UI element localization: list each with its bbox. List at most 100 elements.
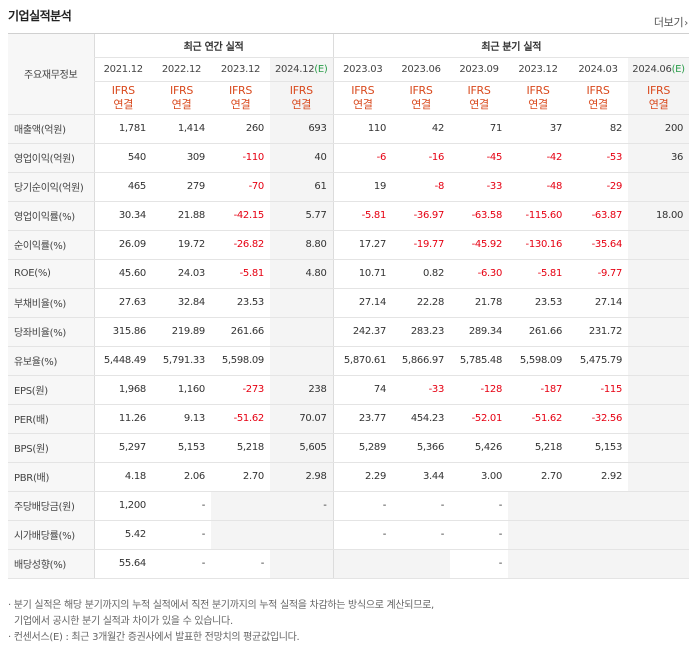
ifrs-label: IFRS (467, 83, 491, 97)
table-cell: 32.84 (152, 288, 211, 318)
table-cell: - (152, 491, 211, 521)
table-cell (211, 491, 270, 521)
footnotes: · 분기 실적은 해당 분기까지의 누적 실적에서 직전 분기까지의 누적 실적… (8, 598, 434, 646)
table-cell (270, 549, 334, 579)
footnote-line-3: · 컨센서스(E) : 최근 3개월간 증권사에서 발표한 전망치의 평균값입니… (8, 632, 300, 643)
table-cell: -16 (392, 143, 451, 173)
table-cell: -52.01 (450, 404, 509, 434)
table-row: PER(배) 11.26 9.13 -51.62 70.07 23.77 454.23 -52… (8, 404, 690, 434)
consolidated-label: 연결 (230, 97, 251, 111)
table-cell: - (450, 520, 509, 550)
table-cell: 5,870.61 (332, 346, 393, 376)
ifrs-label: IFRS (409, 83, 433, 97)
consolidated-label: 연결 (291, 97, 312, 111)
table-cell: -42 (508, 143, 569, 173)
section-title: 기업실적분석 (8, 9, 72, 23)
table-cell: -9.77 (568, 259, 629, 289)
table-cell: -5.81 (508, 259, 569, 289)
table-cell: 5,297 (93, 433, 152, 463)
table-cell: 23.53 (508, 288, 569, 318)
consolidated-label: 연결 (528, 97, 548, 111)
table-row: 영업이익률(%) 30.34 21.88 -42.15 5.77 -5.81 -36.97-… (8, 201, 690, 231)
table-cell: 26.09 (93, 230, 152, 260)
table-cell: -48 (508, 172, 569, 202)
table-cell: - (450, 491, 509, 521)
table-row: 유보율(%) 5,448.49 5,791.33 5,598.09 5,870.61 5,… (8, 346, 690, 376)
table-cell (628, 549, 690, 579)
table-cell: - (152, 520, 211, 550)
table-cell: 1,160 (152, 375, 211, 405)
table-cell: 10.71 (332, 259, 393, 289)
table-cell: 242.37 (332, 317, 393, 347)
table-cell: -5.81 (211, 259, 270, 289)
table-cell: 4.18 (93, 462, 152, 492)
table-cell: - (270, 491, 334, 521)
table-cell (628, 433, 690, 463)
period-header: 2023.12 (211, 57, 270, 82)
table-cell: 2.98 (270, 462, 334, 492)
table-cell (392, 549, 451, 579)
table-cell: -45.92 (450, 230, 509, 260)
ifrs-header: IFRS 연결 (152, 81, 211, 115)
table-cell: 82 (568, 114, 629, 144)
table-cell: 21.78 (450, 288, 509, 318)
table-cell: 5,475.79 (568, 346, 629, 376)
table-cell: - (152, 549, 211, 579)
table-cell: -6.30 (450, 259, 509, 289)
table-cell: 283.23 (392, 317, 451, 347)
ifrs-header: IFRS 연결 (270, 81, 334, 115)
table-cell: -51.62 (211, 404, 270, 434)
table-cell: 309 (152, 143, 211, 173)
table-cell (568, 491, 629, 521)
table-cell (211, 520, 270, 550)
table-cell: 3.00 (450, 462, 509, 492)
ifrs-label: IFRS (289, 83, 313, 97)
table-cell (628, 404, 690, 434)
table-row: ROE(%) 45.60 24.03 -5.81 4.80 10.71 0.82 -6.30-… (8, 259, 690, 289)
period-label: 2021.12 (103, 63, 144, 75)
table-cell: 5,289 (332, 433, 393, 463)
consolidated-label: 연결 (352, 97, 373, 111)
ifrs-label: IFRS (647, 83, 671, 97)
ifrs-header: IFRS 연결 (392, 81, 451, 115)
period-header: 2024.12(E) (270, 57, 334, 82)
table-row: 당기순이익(억원) 465 279 -70 61 19 -8 -33 -48 -29 (8, 172, 690, 202)
table-cell: -110 (211, 143, 270, 173)
ifrs-header-row: IFRS 연결 IFRS 연결 IFRS 연결 IFRS 연결 IFRS 연결 IFRS 연결 IFRS… (8, 81, 690, 115)
table-cell: - (450, 549, 509, 579)
table-cell: 540 (93, 143, 152, 173)
table-cell: 5,218 (508, 433, 569, 463)
table-cell: -35.64 (568, 230, 629, 260)
table-cell: -273 (211, 375, 270, 405)
table-cell: - (392, 520, 451, 550)
table-row: 주당배당금(원) 1,200- - - - - (8, 491, 690, 521)
table-cell: 9.13 (152, 404, 211, 434)
ifrs-label: IFRS (526, 83, 550, 97)
table-cell: - (332, 520, 393, 550)
consolidated-label: 연결 (171, 97, 192, 111)
table-cell: 27.14 (332, 288, 393, 318)
table-cell: -115 (568, 375, 629, 405)
table-cell: -8 (392, 172, 451, 202)
table-cell (568, 520, 629, 550)
table-cell: 42 (392, 114, 451, 144)
table-cell: 5,866.97 (392, 346, 451, 376)
period-header-row: 2021.12 2022.12 2023.12 2024.12(E) 2023.03 20… (8, 57, 690, 82)
table-cell (508, 520, 569, 550)
more-link[interactable]: 더보기› (654, 14, 688, 30)
period-label: 2023.12 (220, 63, 261, 75)
footnote-line-2: 기업에서 공시한 분기 실적과 차이가 있을 수 있습니다. (14, 616, 233, 627)
table-cell: 40 (270, 143, 334, 173)
table-cell: 2.06 (152, 462, 211, 492)
table-cell: -19.77 (392, 230, 451, 260)
table-cell: -128 (450, 375, 509, 405)
table-cell: 5,366 (392, 433, 451, 463)
period-label: 2023.03 (343, 63, 383, 75)
table-cell: 5,153 (152, 433, 211, 463)
period-label: 2022.12 (161, 63, 202, 75)
consolidated-label: 연결 (588, 97, 608, 111)
table-cell: 1,414 (152, 114, 211, 144)
row-label: 시가배당률(%) (8, 520, 94, 550)
row-label: 주당배당금(원) (8, 491, 94, 521)
table-cell: 0.82 (392, 259, 451, 289)
